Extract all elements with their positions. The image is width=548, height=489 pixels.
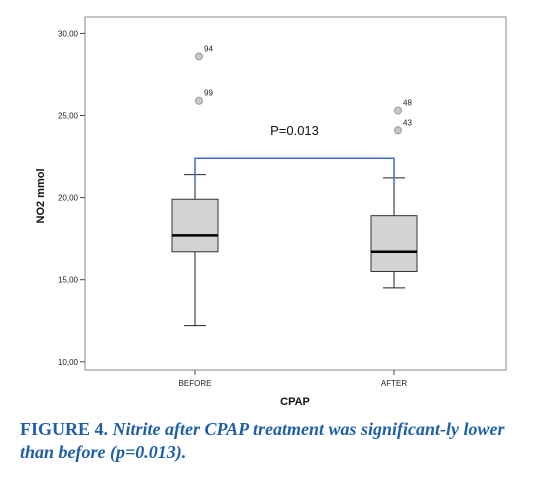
x-axis: BEFORE AFTER — [179, 370, 407, 388]
significance-bracket — [194, 157, 395, 183]
x-tick-label: AFTER — [381, 379, 407, 388]
outlier-label: 48 — [403, 99, 412, 108]
figure-caption: FIGURE 4. Nitrite after CPAP treatment w… — [20, 418, 535, 464]
p-value-label: P=0.013 — [270, 123, 319, 138]
plot-frame — [84, 16, 507, 371]
y-tick-label: 10,00 — [58, 358, 79, 367]
x-tick-label: BEFORE — [179, 379, 212, 388]
box-series: 94 99 48 43 — [171, 44, 418, 327]
outlier-point — [394, 106, 402, 115]
caption-text: Nitrite after CPAP treatment was signifi… — [20, 419, 505, 462]
boxplot-chart: 10,00 15,00 20,00 25,00 30,00 BEFORE AFTER 94… — [35, 16, 507, 408]
y-axis-title: NO2 mmol — [35, 168, 47, 223]
box-after: 48 43 — [370, 99, 418, 289]
significance-annotation: P=0.013 — [194, 123, 395, 183]
outlier-point — [394, 126, 402, 135]
y-tick-label: 25,00 — [58, 112, 79, 121]
outlier-label: 43 — [403, 118, 412, 127]
y-tick-label: 30,00 — [58, 29, 79, 38]
outlier-label: 99 — [204, 89, 213, 98]
y-tick-label: 15,00 — [58, 276, 79, 285]
y-tick-label: 20,00 — [58, 194, 79, 203]
caption-label: FIGURE 4. — [20, 419, 109, 439]
outlier-label: 94 — [204, 44, 213, 53]
outlier-point — [195, 96, 203, 105]
outlier-point — [195, 52, 203, 61]
x-axis-title: CPAP — [280, 396, 310, 408]
box-before: 94 99 — [171, 44, 219, 327]
interquartile-box — [171, 198, 219, 253]
interquartile-box — [370, 215, 418, 272]
y-axis: 10,00 15,00 20,00 25,00 30,00 — [58, 29, 85, 367]
